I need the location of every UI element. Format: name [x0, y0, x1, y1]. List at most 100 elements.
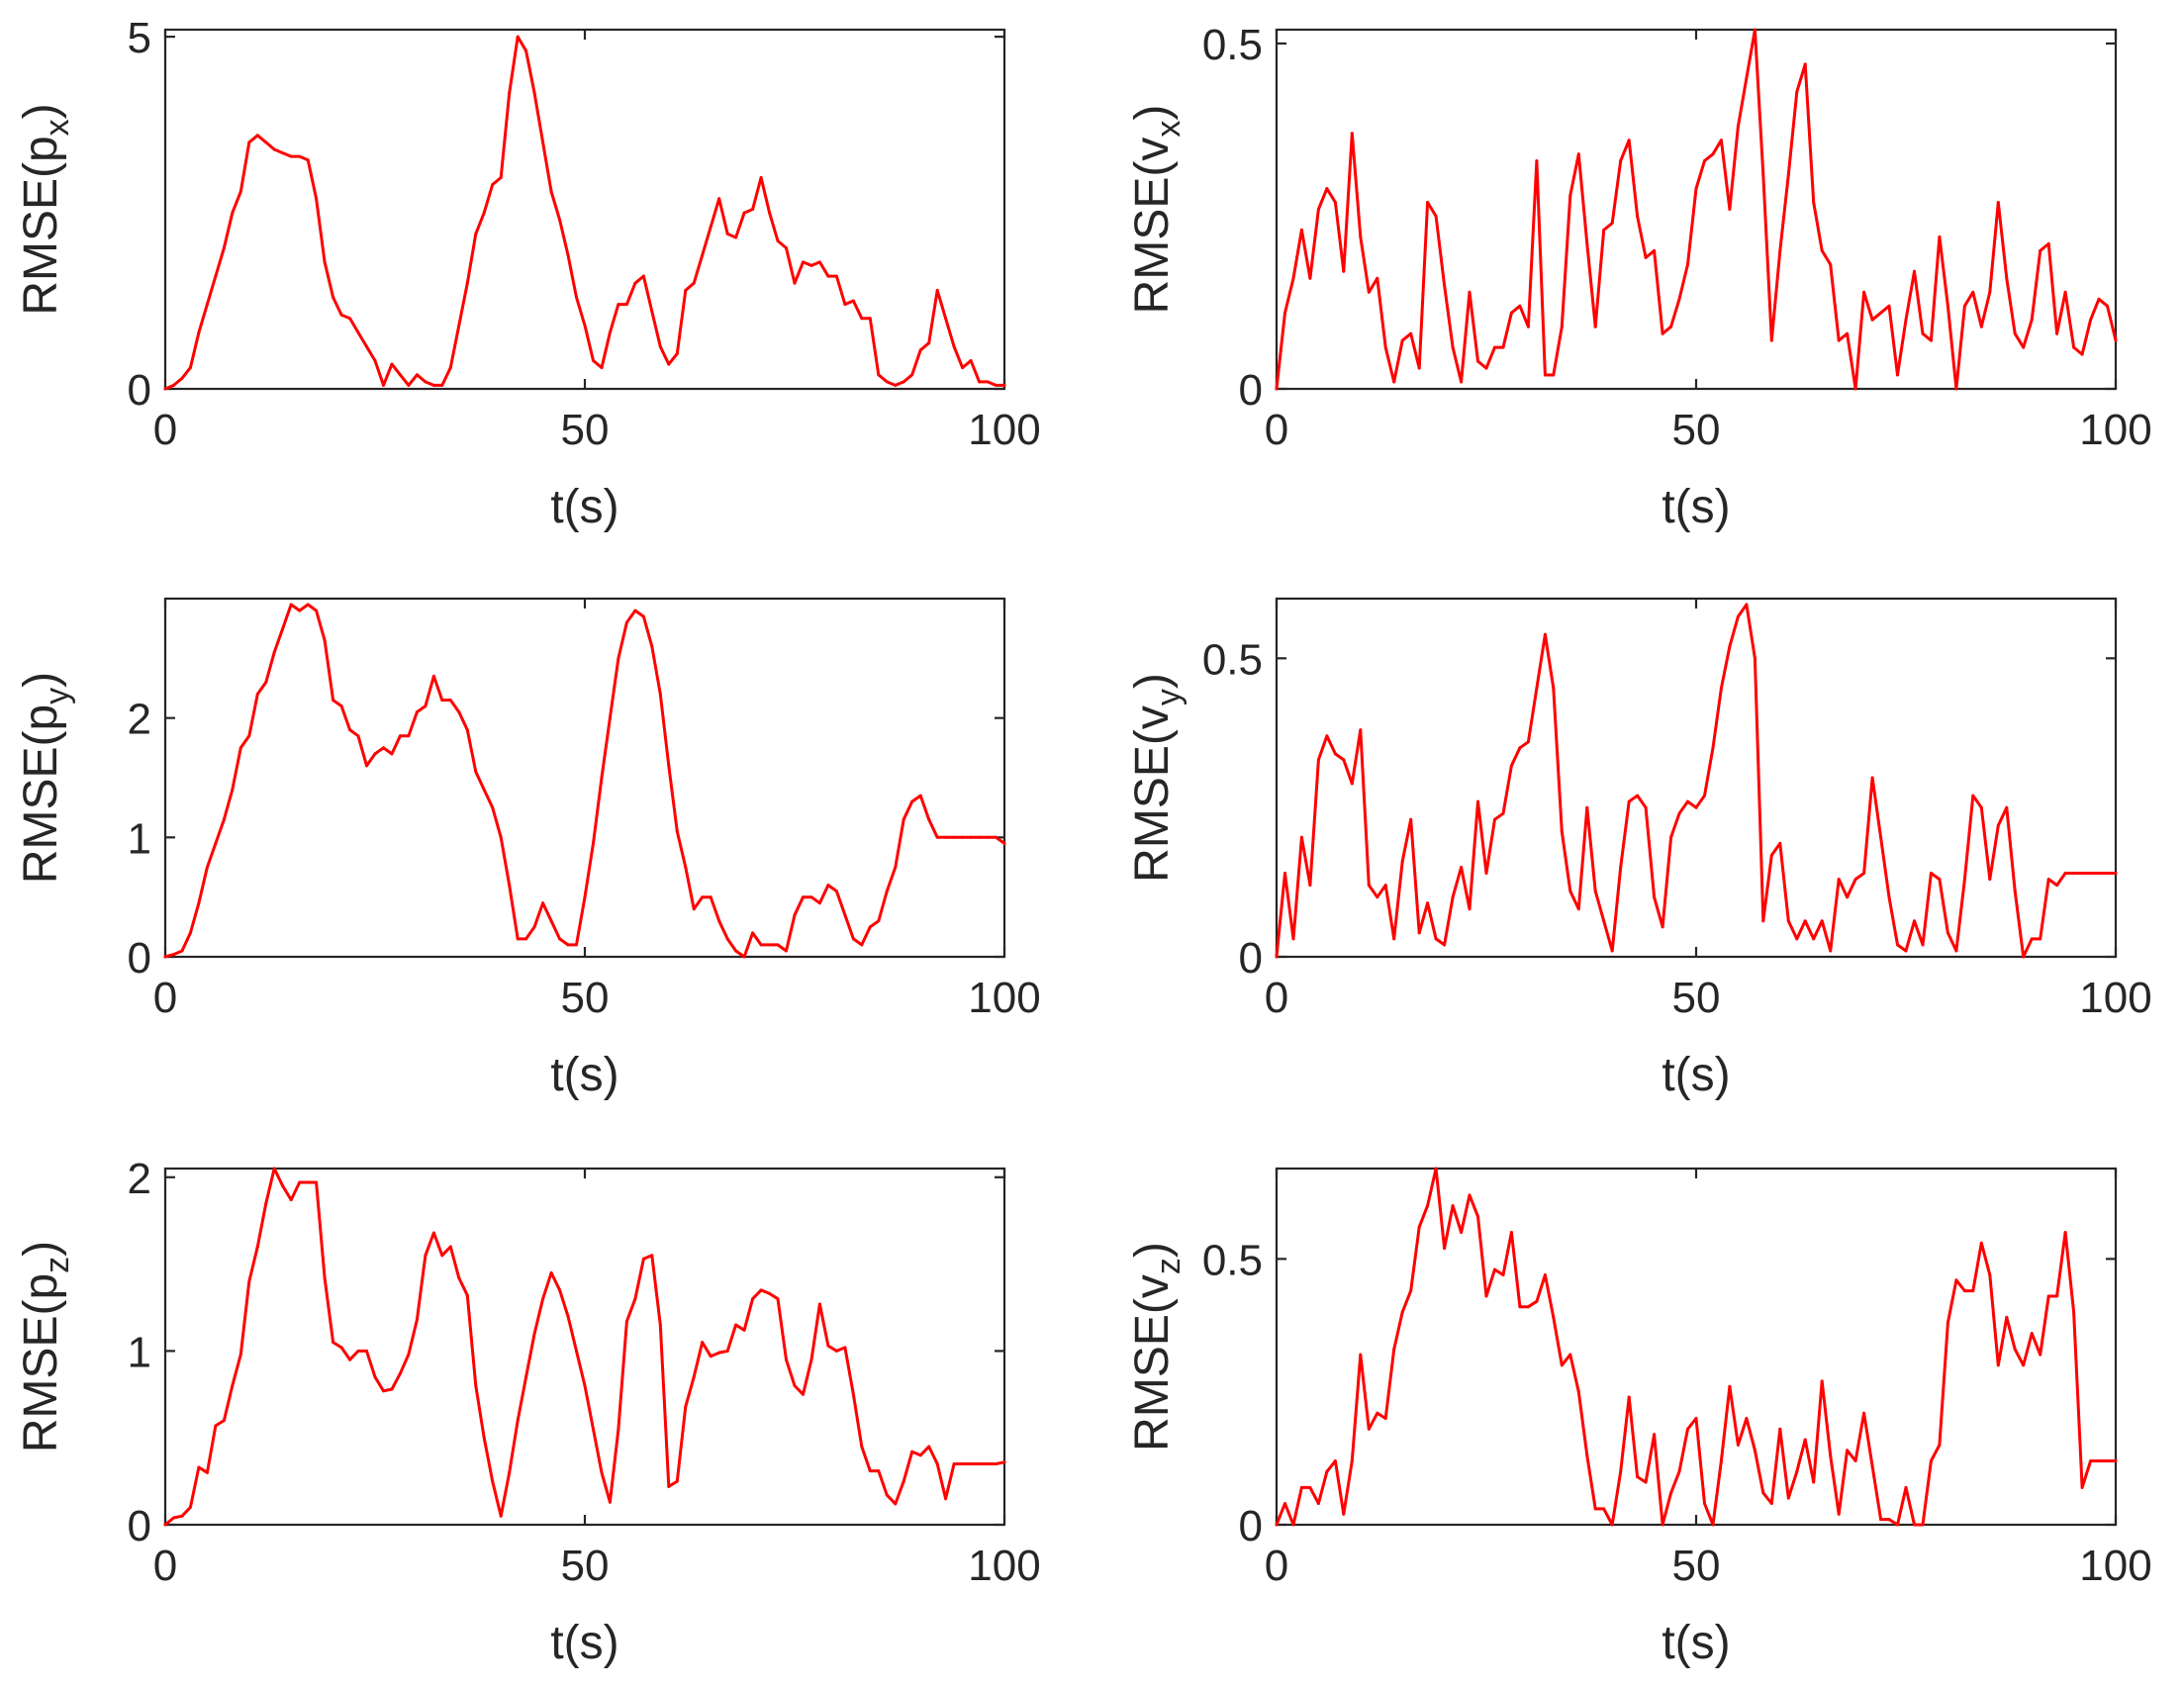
data-point	[1342, 1512, 1346, 1516]
data-point	[717, 1351, 721, 1355]
data-point	[2030, 1332, 2034, 1336]
data-point	[1938, 878, 1942, 882]
data-point	[1971, 1289, 1975, 1293]
data-point	[1846, 895, 1850, 899]
data-point	[1719, 139, 1723, 142]
data-point	[1518, 1305, 1522, 1309]
data-point	[1862, 872, 1866, 875]
data-point	[1333, 201, 1337, 204]
data-point	[2063, 872, 2067, 875]
data-point	[448, 1245, 452, 1249]
data-point	[2022, 955, 2026, 959]
data-point	[1996, 823, 2000, 827]
data-point	[1359, 234, 1363, 238]
data-point	[860, 943, 864, 947]
data-point	[448, 699, 452, 703]
data-point	[624, 303, 628, 307]
data-point	[2080, 352, 2084, 356]
data-point	[1661, 331, 1664, 335]
data-point	[1610, 222, 1614, 225]
data-point	[759, 1288, 763, 1292]
data-point	[1291, 937, 1295, 941]
y-tick-label: 0	[128, 934, 151, 983]
data-point	[860, 317, 864, 321]
data-point	[1745, 1417, 1749, 1420]
data-point	[633, 609, 637, 612]
data-point	[491, 183, 495, 187]
data-point	[2022, 1363, 2026, 1367]
data-point	[1820, 919, 1824, 923]
data-point	[298, 609, 302, 612]
data-point	[1308, 884, 1312, 888]
data-point	[1325, 734, 1329, 738]
data-point	[482, 1436, 486, 1440]
data-point	[1535, 687, 1539, 690]
data-point	[1745, 603, 1749, 607]
data-point	[1342, 758, 1346, 762]
data-point	[802, 1392, 805, 1396]
data-point	[172, 383, 175, 387]
data-point	[834, 274, 838, 278]
data-point	[1501, 1273, 1505, 1276]
data-point	[1585, 241, 1589, 245]
data-point	[1913, 919, 1916, 923]
data-point	[2114, 872, 2118, 875]
data-point	[1829, 262, 1833, 266]
data-point	[600, 366, 604, 370]
data-point	[785, 246, 788, 250]
data-point	[894, 1502, 898, 1506]
x-tick-label: 0	[1265, 1542, 1288, 1590]
data-point	[298, 154, 302, 158]
data-point	[1468, 907, 1472, 911]
data-point	[1316, 208, 1320, 211]
x-tick-label: 100	[968, 406, 1040, 454]
data-point	[1979, 325, 1983, 328]
data-point	[264, 681, 268, 684]
data-point	[431, 674, 435, 678]
data-point	[1711, 152, 1715, 156]
data-point	[1913, 269, 1916, 273]
data-point	[843, 913, 847, 917]
y-axis-label-main: RMSE(v	[1126, 1274, 1179, 1452]
data-point	[2089, 872, 2093, 875]
data-point	[675, 351, 679, 355]
data-point	[1602, 228, 1606, 232]
series-line	[163, 35, 1006, 391]
y-axis-label: RMSE(vz)	[1126, 1242, 1187, 1452]
data-point	[281, 1184, 285, 1188]
y-tick-label: 0	[128, 366, 151, 415]
data-point	[508, 1470, 512, 1474]
subplot-rmse-vz: 0 50 100 0 0.5 t(s) RMSE(vz)	[1126, 1167, 2152, 1669]
data-point	[247, 734, 251, 738]
data-point	[1694, 1417, 1698, 1420]
data-point	[373, 359, 377, 362]
y-axis-label-subscript: y	[1150, 689, 1187, 705]
data-point	[725, 937, 729, 941]
data-point	[667, 1484, 671, 1488]
data-point	[978, 1462, 982, 1465]
data-point	[306, 158, 310, 162]
data-point	[289, 603, 293, 607]
data-point	[658, 693, 662, 696]
data-point	[1954, 1278, 1958, 1282]
data-point	[1417, 1225, 1421, 1229]
data-point	[1392, 1348, 1396, 1352]
y-axis-label-close: )	[15, 103, 67, 119]
data-point	[1275, 1523, 1279, 1527]
x-tick-label: 50	[1672, 1542, 1721, 1590]
data-point	[684, 1405, 688, 1409]
data-point	[448, 366, 452, 370]
data-point	[1887, 304, 1891, 308]
data-point	[365, 764, 368, 768]
data-point	[2039, 1353, 2042, 1357]
data-point	[457, 710, 461, 714]
data-point	[1552, 1315, 1556, 1319]
data-point	[1275, 955, 1279, 959]
data-point	[961, 366, 965, 370]
data-point	[1669, 835, 1673, 839]
data-point	[641, 274, 645, 278]
data-point	[1560, 325, 1564, 328]
data-point	[734, 235, 738, 239]
data-point	[1383, 345, 1387, 349]
data-point	[2030, 318, 2034, 322]
